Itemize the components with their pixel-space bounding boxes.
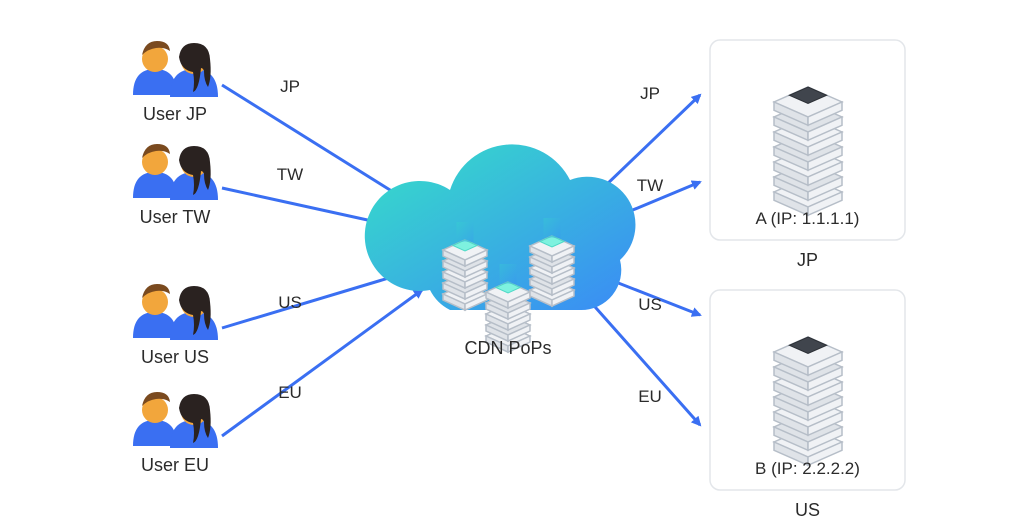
edge-label: EU xyxy=(638,387,662,406)
flow-arrow xyxy=(222,290,422,436)
server-ip-label: A (IP: 1.1.1.1) xyxy=(756,209,860,228)
edge-label: TW xyxy=(637,176,663,195)
cdn-label: CDN PoPs xyxy=(464,338,551,358)
user-pair-icon xyxy=(133,41,218,97)
edge-label: US xyxy=(638,295,662,314)
edge-label: JP xyxy=(280,77,300,96)
server-stack-icon xyxy=(774,337,842,465)
server-region-label: US xyxy=(795,500,820,520)
edge-label: JP xyxy=(640,84,660,103)
server-region-label: JP xyxy=(797,250,818,270)
edge-label: US xyxy=(278,293,302,312)
user-label: User TW xyxy=(140,207,211,227)
user-pair-icon xyxy=(133,284,218,340)
user-label: User US xyxy=(141,347,209,367)
user-pair-icon xyxy=(133,392,218,448)
user-label: User JP xyxy=(143,104,207,124)
edge-label: EU xyxy=(278,383,302,402)
cdn-cloud xyxy=(365,144,636,352)
diagram-canvas: User JP User TW User US User EU CDN PoPs A (I… xyxy=(0,0,1024,522)
user-label: User EU xyxy=(141,455,209,475)
edge-label: TW xyxy=(277,165,303,184)
users-layer xyxy=(133,41,218,448)
user-pair-icon xyxy=(133,144,218,200)
server-stack-icon xyxy=(774,87,842,215)
server-ip-label: B (IP: 2.2.2.2) xyxy=(755,459,860,478)
